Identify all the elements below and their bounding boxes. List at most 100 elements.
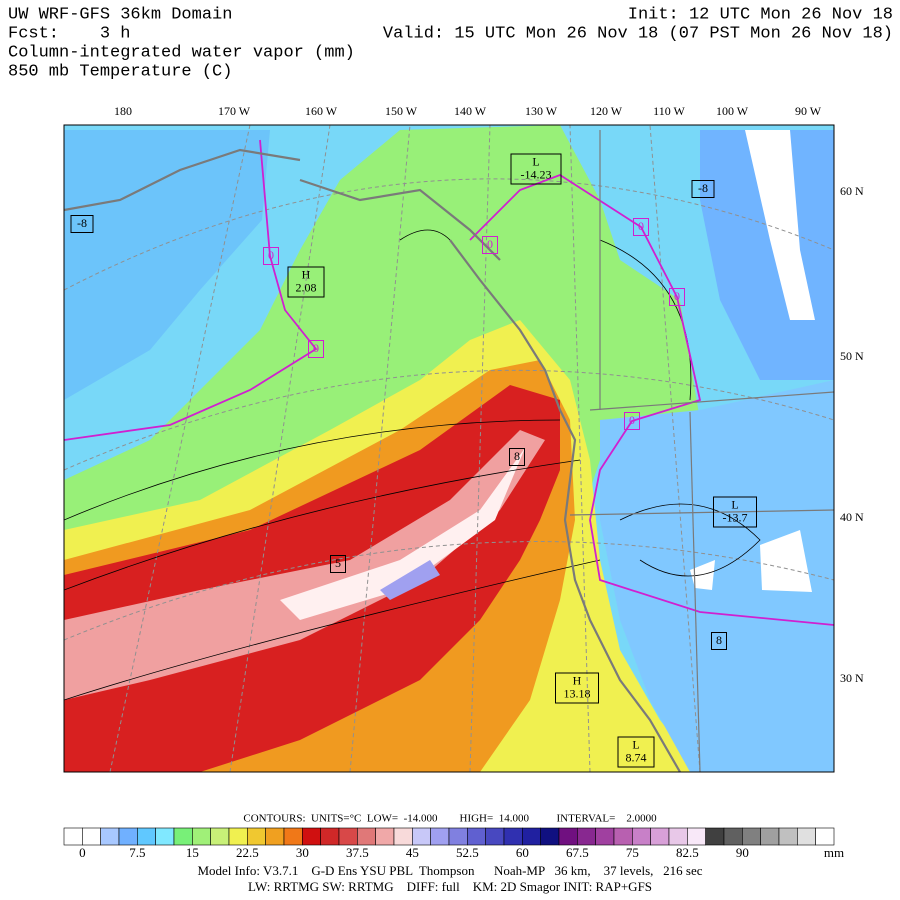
colorbar-swatch — [155, 827, 175, 846]
field-label: 850 mb Temperature (C) — [8, 62, 232, 81]
contour-label: -14.23 — [521, 167, 552, 181]
colorbar-swatch — [723, 827, 743, 846]
colorbar-swatch — [100, 827, 120, 846]
colorbar-unit: mm — [824, 845, 844, 860]
colorbar-swatch — [448, 827, 468, 846]
colorbar-swatch — [393, 827, 413, 846]
colorbar-swatch — [137, 827, 156, 846]
colorbar-label: 15 — [186, 845, 199, 860]
contour-label-box — [555, 672, 599, 704]
contour-label: L — [731, 497, 738, 511]
contour-label: 0 — [674, 289, 680, 303]
colorbar-swatch — [668, 827, 688, 846]
latitude-label: 40 N — [840, 510, 864, 524]
contour-label-box — [617, 736, 655, 768]
contour-label-box — [509, 448, 525, 466]
contour-label: H — [573, 673, 582, 687]
colorbar-swatch — [540, 827, 560, 846]
colorbar-swatch — [797, 827, 816, 846]
field-label: Column-integrated water vapor (mm) — [8, 43, 355, 62]
colorbar-swatch — [210, 827, 230, 846]
contour-label-box — [633, 218, 649, 236]
contour-label: 13.18 — [564, 686, 591, 700]
map — [64, 125, 834, 772]
forecast-hour: Fcst: 3 h — [8, 24, 130, 43]
contour-label: -8 — [77, 216, 87, 230]
colorbar-label: 7.5 — [129, 845, 145, 860]
colorbar-label: 75 — [626, 845, 639, 860]
contour-label-box — [70, 215, 94, 233]
longitude-label: 100 W — [716, 104, 749, 118]
model-info: Model Info: V3.7.1 G-D Ens YSU PBL Thomp… — [197, 863, 702, 878]
colorbar-swatch — [522, 827, 541, 846]
colorbar-swatch — [760, 827, 780, 846]
contour-label-box — [482, 236, 498, 254]
contour-label-box — [263, 247, 279, 265]
colorbar-swatch — [118, 827, 138, 846]
contour-label: L — [532, 154, 539, 168]
colorbar-label: 30 — [296, 845, 309, 860]
contour-label: 0 — [313, 341, 319, 355]
colorbar-swatch — [192, 827, 211, 846]
colorbar-swatch — [283, 827, 303, 846]
colorbar-label: 22.5 — [236, 845, 259, 860]
longitude-label: 170 W — [218, 104, 251, 118]
colorbar-swatch — [173, 827, 193, 846]
colorbar-swatch — [632, 827, 651, 846]
model-info: LW: RRTMG SW: RRTMG DIFF: full KM: 2D Sm… — [248, 879, 652, 894]
colorbar-swatch — [485, 827, 505, 846]
colorbar-label: 37.5 — [346, 845, 369, 860]
contour-label-box — [287, 266, 325, 298]
colorbar-swatch — [815, 827, 835, 846]
longitude-label: 180 — [114, 104, 132, 118]
longitude-label: 90 W — [795, 104, 822, 118]
valid-time: Valid: 15 UTC Mon 26 Nov 18 (07 PST Mon … — [383, 24, 893, 43]
colorbar-swatch — [778, 827, 798, 846]
init-time: Init: 12 UTC Mon 26 Nov 18 — [628, 5, 893, 24]
longitude-label: 120 W — [590, 104, 623, 118]
colorbar-label: 67.5 — [566, 845, 589, 860]
contour-label: 0 — [268, 248, 274, 262]
colorbar-swatch — [338, 827, 358, 846]
longitude-label: 140 W — [454, 104, 487, 118]
colorbar-label: 82.5 — [676, 845, 699, 860]
latitude-label: 30 N — [840, 671, 864, 685]
contour-label: 0 — [638, 219, 644, 233]
colorbar-swatch — [375, 827, 395, 846]
contour-label-box — [713, 496, 757, 528]
contour-label-box — [510, 153, 562, 185]
colorbar-swatch — [613, 827, 633, 846]
colorbar-swatch — [503, 827, 523, 846]
contour-label-box — [308, 340, 324, 358]
colorbar-swatch — [247, 827, 266, 846]
contour-label: L — [632, 737, 639, 751]
contour-label: 8.74 — [626, 750, 647, 764]
colorbar-swatch — [82, 827, 101, 846]
map-frame — [63, 124, 835, 773]
colorbar-swatch — [320, 827, 340, 846]
longitude-label: 160 W — [305, 104, 338, 118]
colorbar-label: 90 — [736, 845, 749, 860]
colorbar-swatch — [430, 827, 450, 846]
title: UW WRF-GFS 36km Domain — [8, 5, 232, 24]
contour-label: -13.7 — [723, 510, 748, 524]
colorbar-swatch — [705, 827, 725, 846]
contour-label-box — [669, 288, 685, 306]
colorbar-swatch — [687, 827, 706, 846]
colorbar-swatch — [265, 827, 285, 846]
colorbar-swatch — [302, 827, 321, 846]
contour-label: 8 — [514, 449, 520, 463]
colorbar-swatch — [63, 827, 83, 846]
contour-label: 0 — [629, 413, 635, 427]
colorbar-swatch — [577, 827, 596, 846]
colorbar-swatch — [467, 827, 486, 846]
contour-label: 2.08 — [296, 280, 317, 294]
colorbar-swatch — [650, 827, 670, 846]
longitude-label: 150 W — [385, 104, 418, 118]
contour-label-box — [711, 632, 727, 650]
colorbar-swatch — [412, 827, 431, 846]
latitude-label: 60 N — [840, 184, 864, 198]
longitude-label: 110 W — [653, 104, 685, 118]
